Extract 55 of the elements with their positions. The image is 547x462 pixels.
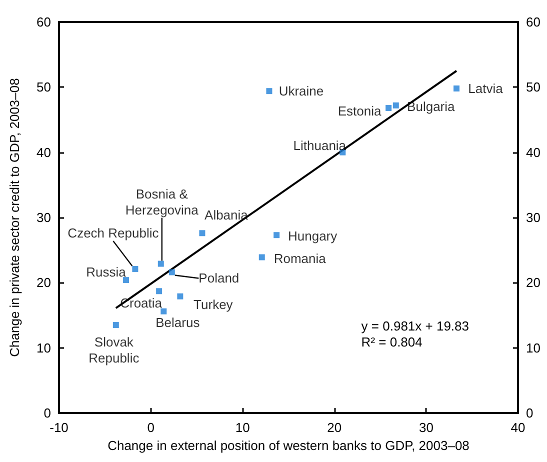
y2-tick-label: 60 [526,14,540,30]
y2-tick-label: 50 [526,80,540,95]
data-label: Ukraine [278,84,324,99]
point [453,85,460,92]
y2-tick-label: 30 [526,210,540,225]
data-label: Poland [198,270,240,286]
data-label: Albania [204,208,249,223]
point [158,260,164,267]
point [132,266,138,272]
data-label: Russia [86,264,127,280]
point [177,293,184,300]
point [266,88,272,94]
point [199,230,206,236]
data-label: Slovak Republic [88,334,140,366]
x-tick-label: 40 [510,420,526,435]
data-label: Belarus [156,314,200,330]
x-axis-title: Change in external position of western banks to GDP, 2003–08 [108,438,470,453]
point [112,322,119,328]
y2-tick-label: 0 [526,406,534,420]
y-tick-label: 50 [36,80,51,95]
point [258,254,265,260]
data-label: Czech Republic [68,225,160,240]
annotation: R² = 0.804 [361,334,422,350]
x-tick-label: -10 [50,420,68,435]
data-label: Hungary [288,228,338,244]
x-tick-label: 20 [327,420,342,435]
point [123,277,130,284]
y-tick-label: 0 [44,406,51,420]
point [386,105,392,112]
y-tick-label: 40 [36,144,51,160]
point [160,308,167,314]
y-axis-title: Change in private sector credit to GDP, 2003–08 [7,78,22,357]
y2-tick-label: 10 [526,340,540,356]
data-label: Romania [274,250,327,266]
point [274,232,280,238]
x-tick-label: 10 [235,420,250,435]
point [168,269,175,276]
point [392,102,399,108]
data-label: Bosnia & Herzegovina [125,186,200,218]
data-label: Estonia [338,104,382,119]
y-tick-label: 60 [36,14,51,30]
y-tick-label: 20 [36,275,51,290]
data-label: Bulgaria [407,98,456,114]
y-tick-label: 10 [36,340,51,356]
data-label: Lithuania [293,138,347,153]
y2-tick-label: 40 [526,144,540,160]
y2-tick-label: 20 [526,275,540,290]
x-tick-label: 30 [418,420,434,435]
data-label: Turkey [194,296,234,312]
data-label: Croatia [120,296,163,311]
point [156,288,162,294]
annotation: y = 0.981x + 19.83 [361,318,470,334]
y-tick-label: 30 [36,210,51,225]
data-label: Latvia [468,80,504,96]
x-tick-label: 0 [147,420,154,435]
